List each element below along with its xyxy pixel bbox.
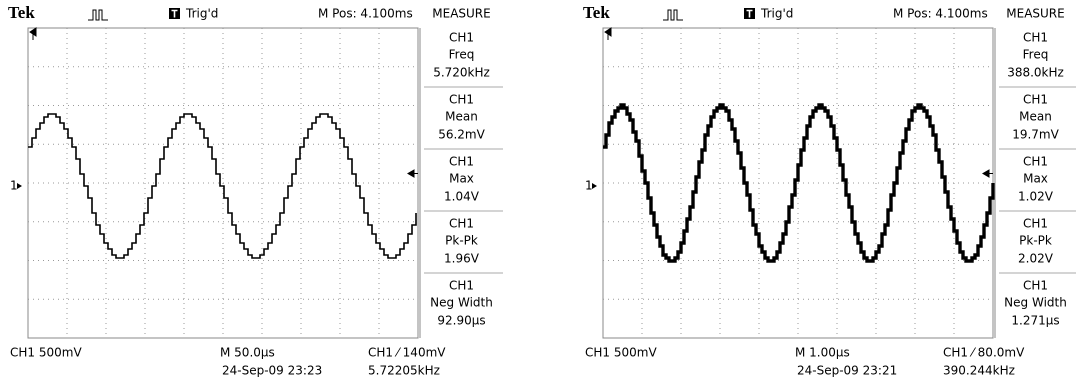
- measure-label: Max: [449, 172, 474, 186]
- measure-channel: CH1: [1023, 217, 1048, 231]
- trigger-frequency: 390.244kHz: [943, 364, 1015, 378]
- time-arrow: [29, 27, 37, 40]
- measure-value: 1.96V: [444, 252, 480, 266]
- acquire-icon: [88, 9, 108, 21]
- measure-value: 19.7mV: [1012, 128, 1059, 142]
- timestamp: 24-Sep-09 23:21: [797, 364, 897, 378]
- measure-value: 1.271µs: [1011, 314, 1059, 328]
- timebase: M 1.00µs: [795, 346, 850, 360]
- channel-arrow: [17, 183, 22, 189]
- measure-value: 2.02V: [1018, 252, 1054, 266]
- trigger-level: CH1 ⁄ 80.0mV: [943, 346, 1025, 360]
- trigger-icon-t: [171, 9, 178, 18]
- measure-label: Pk-Pk: [1019, 234, 1052, 248]
- measure-value: 92.90µs: [437, 314, 485, 328]
- measure-channel: CH1: [449, 155, 474, 169]
- measure-label: Mean: [445, 110, 478, 124]
- measure-label: Max: [1023, 172, 1048, 186]
- waveform: [603, 103, 995, 263]
- measure-channel: CH1: [1023, 155, 1048, 169]
- scope-screen: Tek Trig'd M Pos: 4.100ms MEASURE 1 CH1 Freq 38…: [583, 3, 1076, 378]
- trigger-arrow: [407, 169, 418, 178]
- measure-label: Freq: [449, 48, 475, 62]
- measure-value: 1.02V: [1018, 190, 1054, 204]
- position: M Pos: 4.100ms: [318, 7, 413, 21]
- trigger-frequency: 5.72205kHz: [368, 364, 440, 378]
- time-arrow: [604, 27, 612, 40]
- measure-label: Mean: [1019, 110, 1052, 124]
- waveform: [28, 113, 417, 259]
- measure-channel: CH1: [449, 93, 474, 107]
- measure-value: 388.0kHz: [1007, 66, 1064, 80]
- brand: Tek: [8, 3, 35, 22]
- measure-channel: CH1: [449, 279, 474, 293]
- trigger-status: Trig'd: [760, 7, 793, 21]
- timestamp: 24-Sep-09 23:23: [222, 364, 322, 378]
- measure-channel: CH1: [1023, 279, 1048, 293]
- measure-channel: CH1: [1023, 93, 1048, 107]
- acquire-icon: [663, 9, 683, 21]
- channel-scale: CH1 500mV: [10, 346, 82, 360]
- trigger-arrow: [982, 169, 993, 178]
- position: M Pos: 4.100ms: [893, 7, 988, 21]
- measure-channel: CH1: [449, 31, 474, 45]
- timebase: M 50.0µs: [220, 346, 275, 360]
- menu-title: MEASURE: [1006, 7, 1064, 21]
- measure-channel: CH1: [1023, 31, 1048, 45]
- measure-value: 56.2mV: [438, 128, 485, 142]
- channel-marker: 1: [10, 179, 18, 193]
- trigger-icon-t: [746, 9, 753, 18]
- measure-label: Neg Width: [1004, 296, 1067, 310]
- menu-title: MEASURE: [432, 7, 490, 21]
- channel-scale: CH1 500mV: [585, 346, 657, 360]
- measure-value: 1.04V: [444, 190, 480, 204]
- channel-marker: 1: [585, 179, 593, 193]
- measure-label: Freq: [1023, 48, 1049, 62]
- measure-value: 5.720kHz: [433, 66, 490, 80]
- scope-screen: Tek Trig'd M Pos: 4.100ms MEASURE 1 CH1 Freq 5.…: [8, 3, 503, 378]
- measure-channel: CH1: [449, 217, 474, 231]
- measure-label: Pk-Pk: [445, 234, 478, 248]
- brand: Tek: [583, 3, 610, 22]
- trigger-status: Trig'd: [185, 7, 218, 21]
- channel-arrow: [592, 183, 597, 189]
- measure-label: Neg Width: [430, 296, 493, 310]
- trigger-level: CH1 ⁄ 140mV: [368, 346, 446, 360]
